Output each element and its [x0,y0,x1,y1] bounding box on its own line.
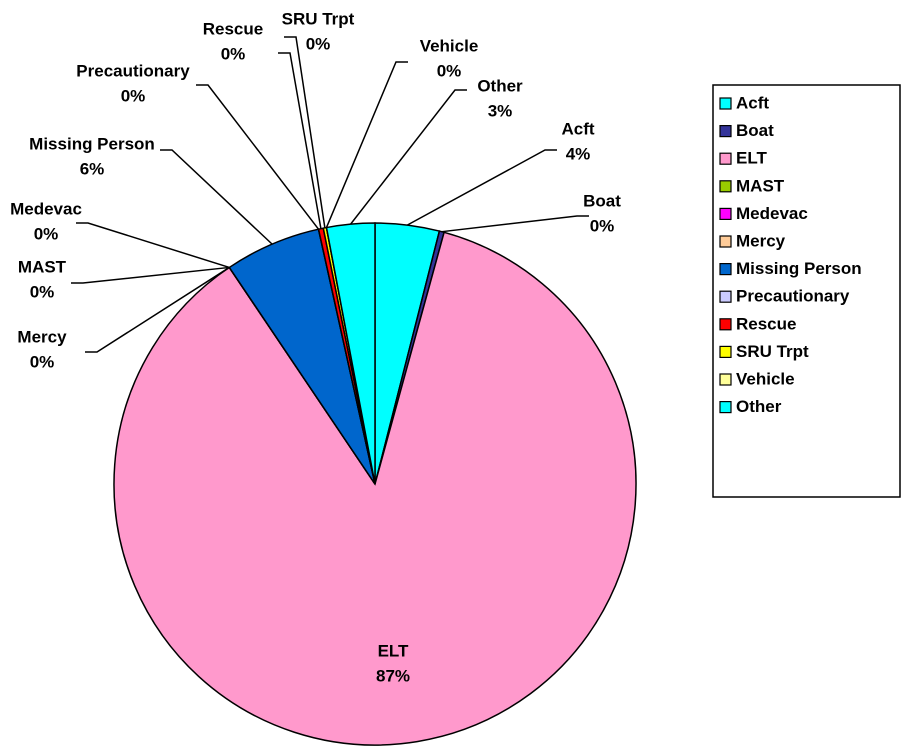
legend-swatch [719,373,732,386]
legend-label: Vehicle [736,369,795,388]
leader-line [76,222,230,269]
legend-swatch [719,401,732,414]
legend-swatch [719,124,732,138]
legend-box [712,84,901,498]
slice-value-label: 4% [566,144,591,163]
slice-label: Boat [583,191,621,210]
legend-swatch [719,345,732,358]
legend-swatch [719,290,732,303]
legend-label: Boat [736,121,774,140]
slice-value-label: 0% [437,61,462,80]
leader-line [284,36,326,228]
slice-label: MAST [18,257,67,276]
legend-label: Precautionary [736,287,850,306]
leader-line [278,52,322,229]
legend-label: Acft [736,93,769,112]
slice-label: Mercy [17,327,67,346]
legend-swatch [719,207,732,220]
slice-value-label: 0% [30,282,55,301]
slice-value-label: 87% [376,666,410,685]
legend-label: ELT [736,149,767,168]
legend-label: Other [736,397,782,416]
slice-label: Precautionary [76,61,190,80]
slice-label: Missing Person [29,134,155,153]
slice-label: Rescue [203,19,263,38]
slice-label: ELT [378,641,409,660]
slice-value-label: 0% [34,224,59,243]
legend-label: Rescue [736,314,796,333]
slice-value-label: 3% [488,101,513,120]
leader-line [441,215,589,233]
legend-swatch [719,152,732,165]
leader-line [196,84,320,230]
leader-line [325,61,408,228]
slice-value-label: 6% [80,159,105,178]
legend-label: SRU Trpt [736,342,809,361]
legend-label: Mercy [736,231,786,250]
slice-label: Other [477,76,523,95]
legend-label: Medevac [736,204,808,223]
legend-swatch [719,97,732,110]
slice-label: SRU Trpt [282,9,355,28]
leader-line [160,149,273,245]
legend-swatch [719,263,732,276]
leader-line [71,266,230,284]
slice-value-label: 0% [30,352,55,371]
pie-slice [113,231,637,746]
legend-label: MAST [736,176,785,195]
legend-swatch [719,235,732,248]
legend-swatch [719,180,732,193]
leader-line [85,266,230,353]
slice-label: Vehicle [420,36,479,55]
slice-value-label: 0% [221,44,246,63]
slice-value-label: 0% [590,216,615,235]
slice-label: Medevac [10,199,82,218]
slice-value-label: 0% [306,34,331,53]
legend-swatch [719,318,732,331]
slice-value-label: 0% [121,86,146,105]
legend-label: Missing Person [736,259,862,278]
leader-line [350,89,467,225]
slice-label: Acft [561,119,594,138]
leader-line [407,149,557,226]
